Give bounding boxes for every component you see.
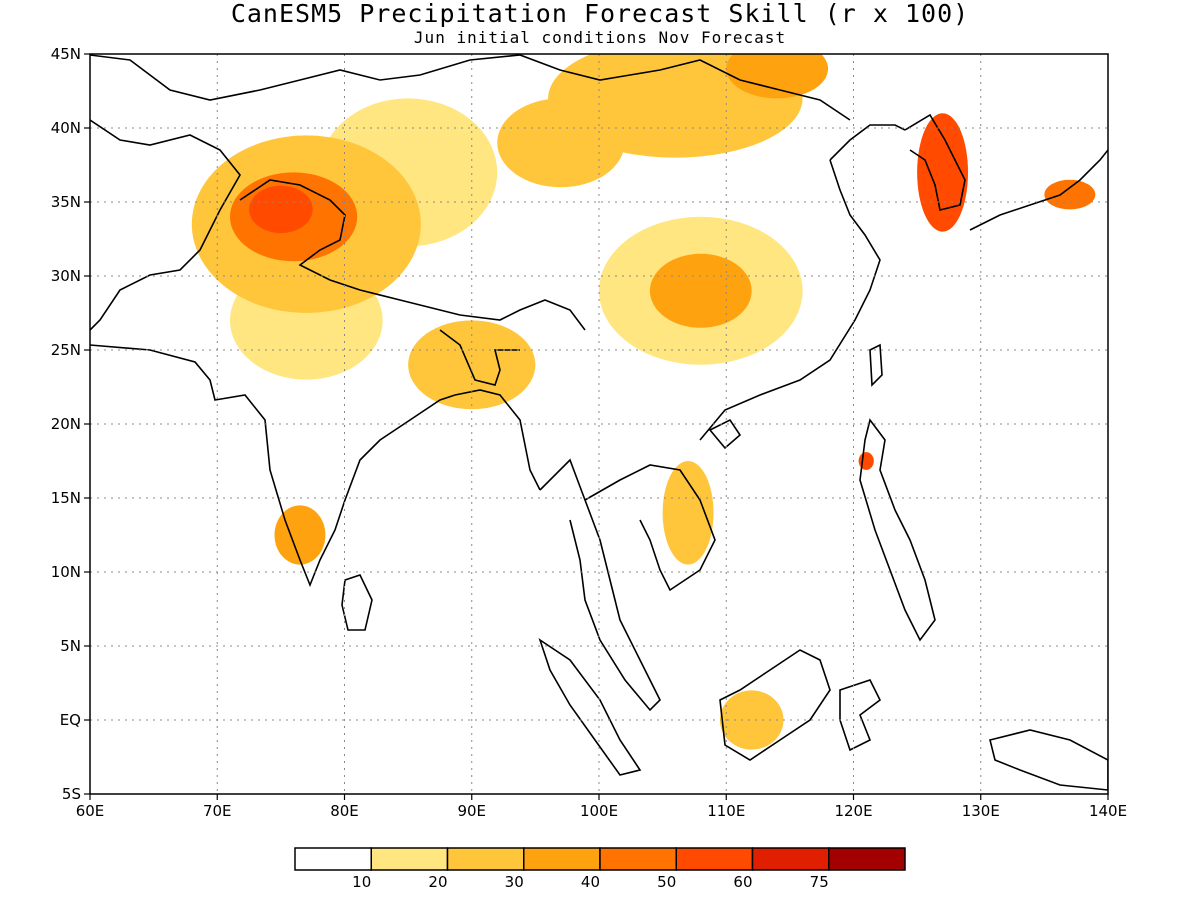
coastline-taiwan	[869, 343, 883, 387]
colorbar-label: 40	[581, 873, 600, 891]
skill-region	[249, 185, 313, 234]
colorbar-swatch	[523, 847, 601, 871]
y-tick-label: 5S	[62, 785, 81, 803]
skill-region	[662, 461, 714, 565]
skill-region	[726, 54, 829, 99]
coastline-sulawesi	[839, 679, 882, 752]
skill-region	[917, 113, 969, 232]
x-tick-label: 60E	[76, 802, 105, 820]
colorbar-swatch	[751, 847, 830, 871]
y-tick-label: EQ	[60, 711, 81, 729]
coastline-bay-of-bengal	[454, 389, 541, 491]
chart-subtitle: Jun initial conditions Nov Forecast	[413, 28, 787, 47]
x-tick-label: 110E	[707, 802, 745, 820]
colorbar-label: 30	[505, 873, 524, 891]
coastline-korea	[904, 113, 966, 211]
skill-region	[408, 320, 536, 410]
colorbar-swatch	[599, 847, 677, 871]
y-tick-label: 40N	[51, 119, 81, 137]
skill-region	[649, 253, 752, 328]
coastline-new-guinea	[989, 729, 1108, 791]
colorbar-label: 20	[428, 873, 447, 891]
axis-ticks: 60E 70E 80E 90E 100E 110E 120E 130E 140E 5S EQ 5N 10…	[51, 45, 1127, 820]
x-tick-label: 80E	[330, 802, 359, 820]
y-tick-label: 25N	[51, 341, 81, 359]
colorbar-label: 10	[352, 873, 371, 891]
y-tick-label: 10N	[51, 563, 81, 581]
y-tick-label: 20N	[51, 415, 81, 433]
x-tick-label: 130E	[962, 802, 1000, 820]
colorbar-label: 60	[733, 873, 752, 891]
colorbar-swatch	[370, 847, 449, 871]
coastline-hainan	[708, 418, 742, 450]
colorbar-swatch	[294, 847, 372, 871]
coastline-layer	[90, 54, 1108, 791]
y-tick-label: 5N	[60, 637, 81, 655]
coastline-philippines	[859, 418, 936, 642]
y-tick-label: 45N	[51, 45, 81, 63]
x-tick-label: 140E	[1089, 802, 1127, 820]
border-china-north	[90, 54, 851, 121]
colorbar-swatch	[446, 847, 525, 871]
skill-region	[1044, 179, 1096, 210]
coastline-sri-lanka	[341, 574, 373, 631]
coastline-sumatra	[538, 638, 642, 776]
x-tick-label: 70E	[203, 802, 232, 820]
coastline-south-china	[699, 159, 881, 441]
skill-region	[274, 505, 326, 565]
y-tick-label: 35N	[51, 193, 81, 211]
chart-title: CanESM5 Precipitation Forecast Skill (r …	[230, 0, 970, 28]
coastline-malay-peninsula	[539, 458, 661, 712]
grid-layer	[90, 54, 1108, 794]
colorbar-swatch	[675, 847, 754, 871]
colorbar-label: 50	[657, 873, 676, 891]
border-central-asia	[90, 119, 241, 331]
skill-shading-layer	[191, 54, 1096, 750]
coastline-bohai	[829, 124, 906, 161]
coastline-indochina	[584, 464, 716, 592]
colorbar-label: 75	[810, 873, 829, 891]
coastline-borneo	[719, 649, 831, 761]
colorbar-swatch	[828, 847, 906, 871]
x-tick-label: 100E	[580, 802, 618, 820]
skill-region	[719, 690, 784, 750]
x-tick-label: 90E	[457, 802, 486, 820]
y-tick-label: 15N	[51, 489, 81, 507]
x-tick-label: 120E	[834, 802, 872, 820]
colorbar: 10 20 30 40 50 60 75	[294, 847, 906, 891]
coastline-india	[90, 344, 456, 588]
y-tick-label: 30N	[51, 267, 81, 285]
coastline-japan	[969, 149, 1108, 231]
border-bangladesh	[439, 329, 520, 386]
